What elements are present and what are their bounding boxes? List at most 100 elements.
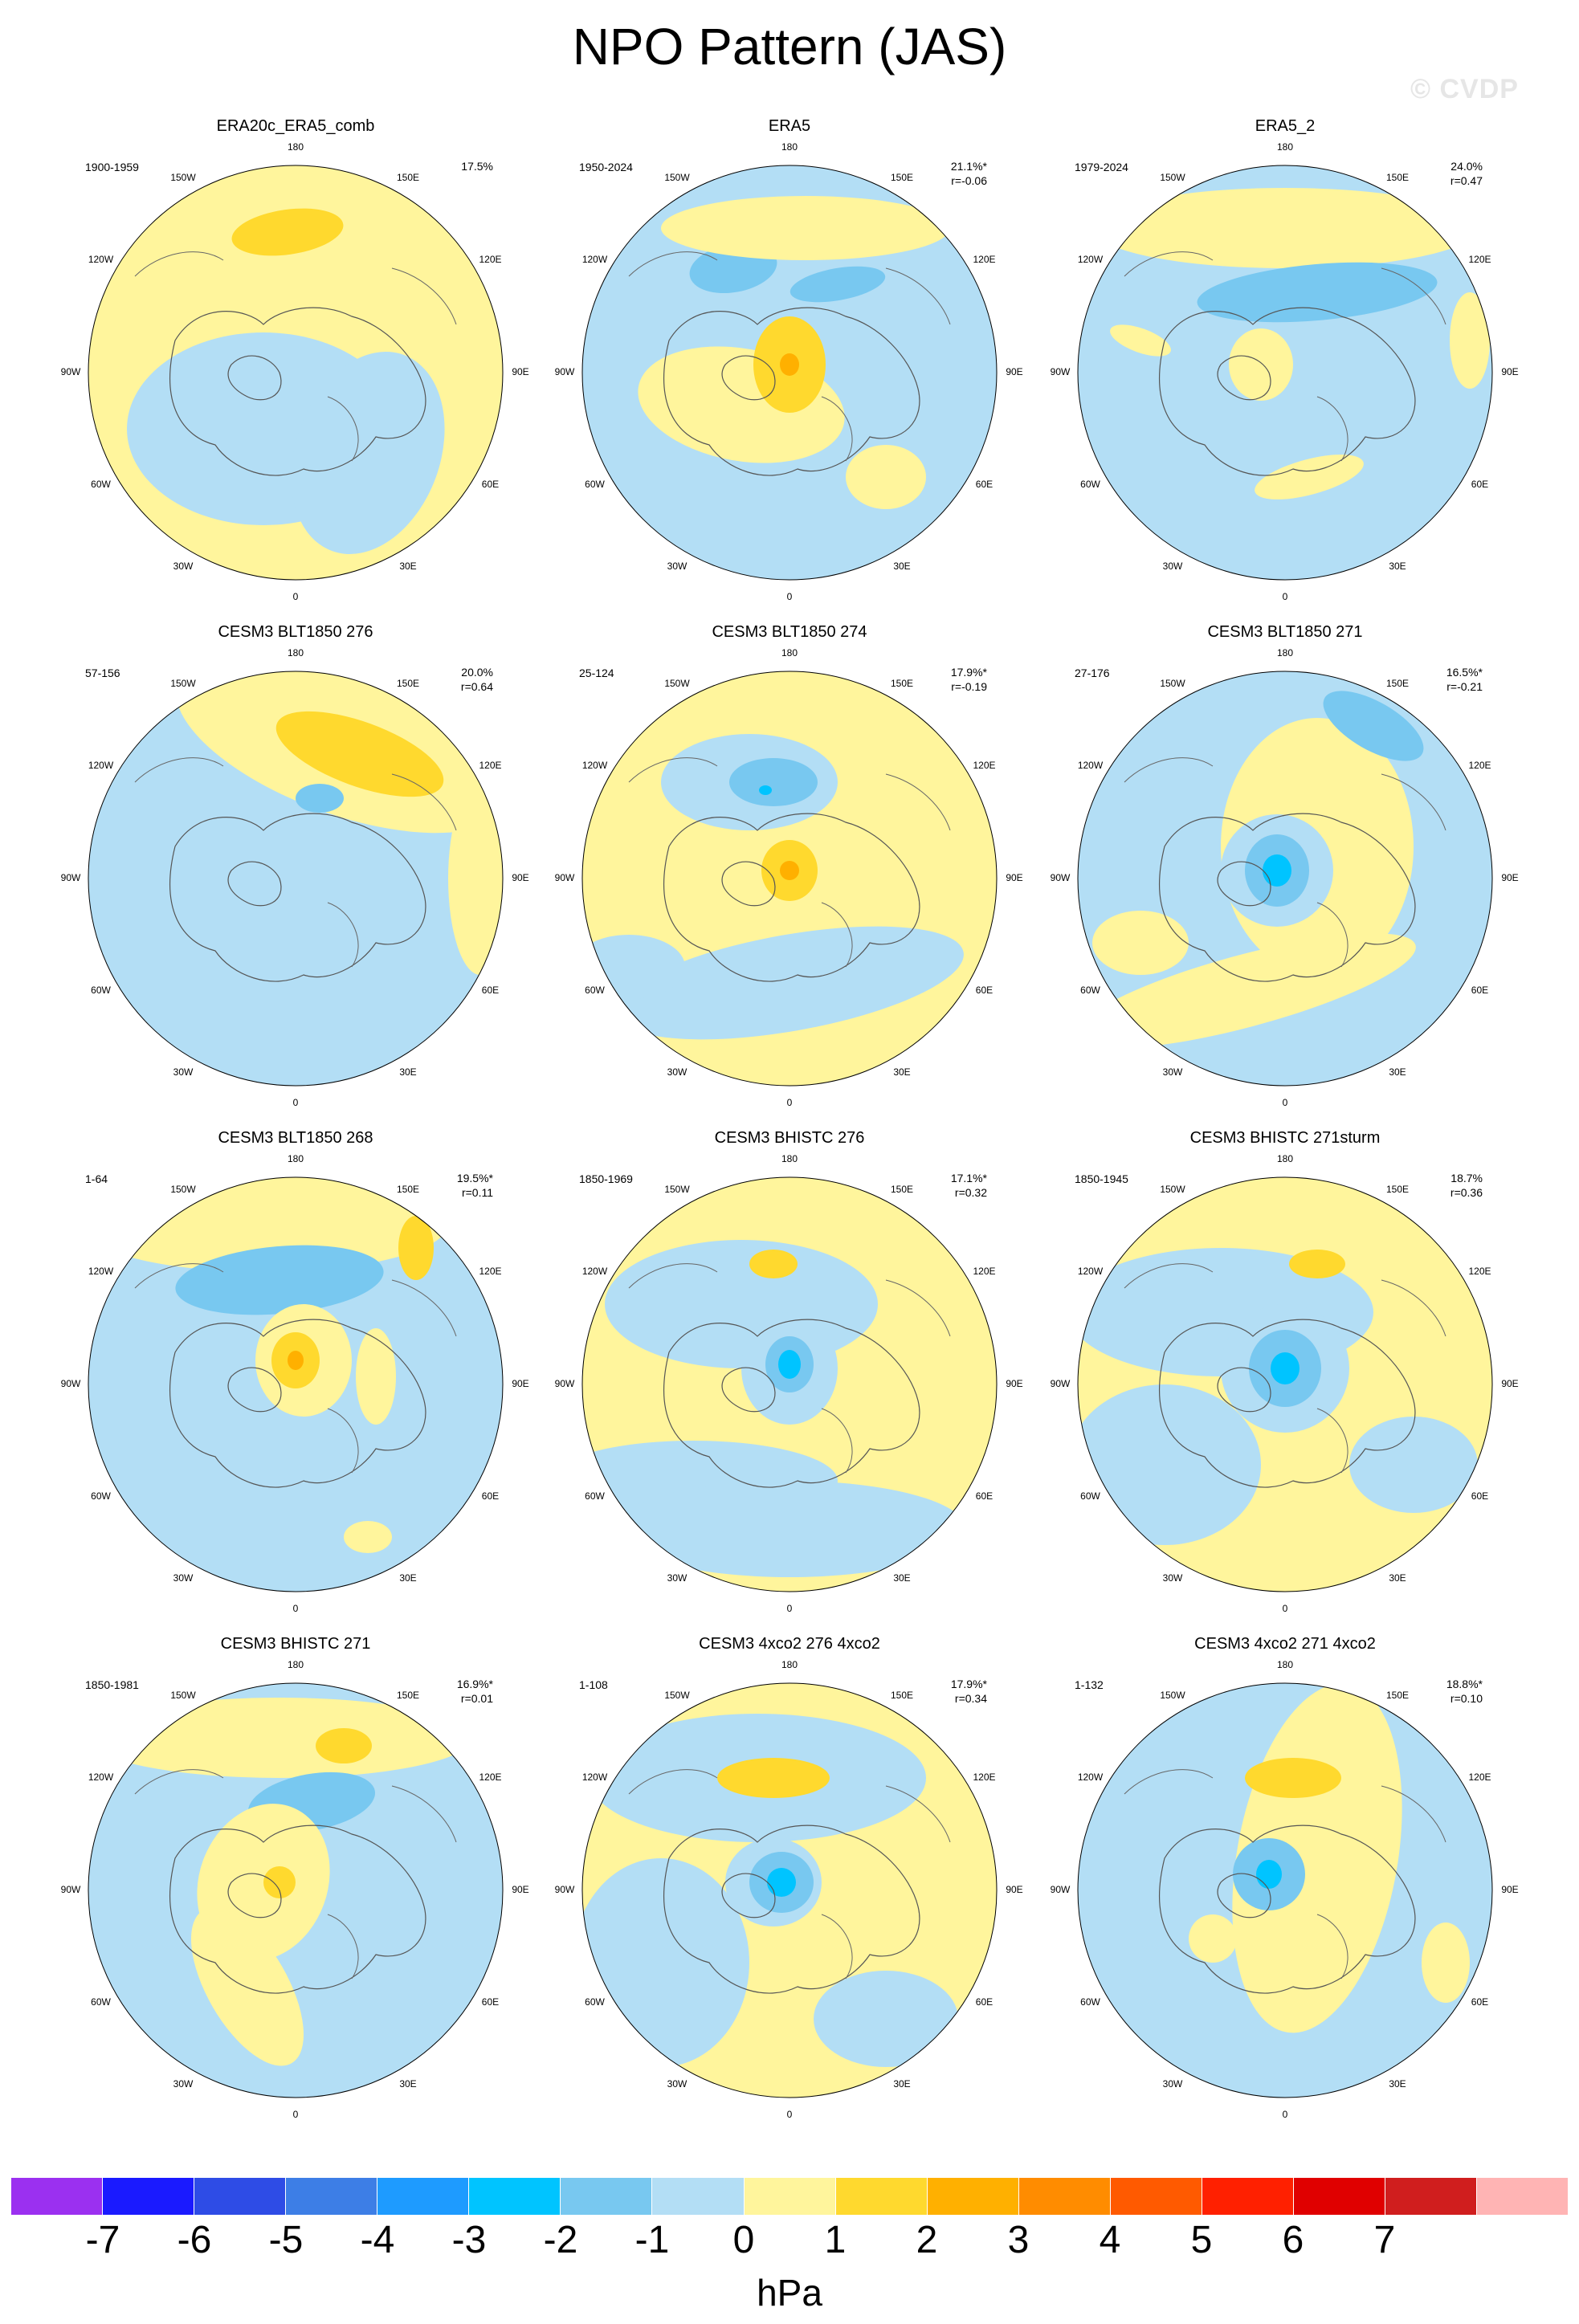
longitude-label: 60E [1471,1490,1489,1502]
anomaly-contour [1092,188,1478,268]
coastline [169,813,426,982]
coastline-detail [134,1769,457,1979]
colorbar-tick: -2 [543,2219,578,2261]
longitude-label: 120W [88,254,114,265]
longitude-label: 180 [287,141,304,153]
cvdp-watermark: © CVDP [1410,74,1519,104]
greenland-outline [227,1367,282,1413]
anomaly-contour [175,1245,384,1315]
map-border [581,1176,998,1592]
explained-variance: 20.0% [461,666,493,679]
longitude-label: 120E [973,1266,996,1277]
longitude-label: 60W [1080,985,1100,996]
anomaly-contour [344,1521,392,1553]
colorbar-segment [927,2178,1019,2215]
longitude-label: 150W [1160,1183,1185,1195]
longitude-label: 150W [664,1183,690,1195]
longitude-label: 90W [1050,1884,1071,1895]
panel-period: 1979-2024 [1075,161,1128,173]
longitude-label: 120W [1077,254,1104,265]
polar-map [1077,671,1493,1087]
colorbar-segment [1293,2178,1385,2215]
longitude-label: 0 [292,591,299,602]
map-border [1077,671,1493,1087]
longitude-label: 120E [1468,1772,1491,1783]
greenland-outline [1217,1873,1271,1918]
longitude-label: 30E [893,2078,911,2090]
coastline-detail [628,251,951,462]
coastline-detail [628,1769,951,1979]
longitude-label: 120W [581,1772,608,1783]
anomaly-contour [88,1698,472,1778]
longitude-label: 120W [1077,1266,1104,1277]
anomaly-contour [749,1250,798,1278]
pattern-correlation: r=-0.19 [951,680,987,693]
coastline-detail [1124,1769,1446,1979]
anomaly-contour [191,1907,304,2066]
longitude-label: 90E [1501,1884,1519,1895]
greenland-outline [721,355,776,401]
longitude-label: 90E [512,1884,529,1895]
pattern-correlation: r=0.64 [460,680,493,693]
colorbar-segment [1110,2178,1202,2215]
longitude-label: 90W [60,872,81,883]
panel-period: 1900-1959 [85,161,139,173]
panel-period: 25-124 [579,667,614,679]
anomaly-contour [275,711,444,797]
coastline-detail [628,1263,951,1474]
longitude-label: 0 [786,591,793,602]
panel-title: CESM3 BLT1850 274 [712,623,867,641]
colorbar-segment [1385,2178,1477,2215]
panel-title: CESM3 BHISTC 271 [220,1635,371,1653]
explained-variance: 17.9%* [950,1678,987,1690]
map-border [581,671,998,1087]
longitude-label: 30W [667,561,687,573]
anomaly-contour [729,758,818,806]
longitude-label: 30E [399,561,417,573]
polar-map [1077,165,1493,581]
longitude-label: 0 [1282,1603,1288,1614]
longitude-label: 180 [1276,1659,1294,1670]
anomaly-contour [790,266,886,303]
colorbar-segment [1477,2178,1569,2215]
coastline-detail [134,251,457,462]
explained-variance: 24.0% [1450,160,1483,173]
longitude-label: 60E [481,479,500,490]
colorbar-segment [469,2178,561,2215]
colorbar-tick: 1 [824,2219,847,2261]
greenland-outline [721,1367,776,1413]
colorbar-tick: -1 [634,2219,670,2261]
anomaly-contour [1256,1860,1282,1889]
longitude-label: 60W [1080,1996,1100,2008]
anomaly-contour [448,782,503,975]
longitude-label: 60E [975,479,994,490]
longitude-label: 120E [973,254,996,265]
longitude-label: 60E [481,1996,500,2008]
anomaly-contour [661,196,950,260]
longitude-label: 120E [479,760,502,771]
anomaly-contour [1078,1384,1261,1545]
longitude-label: 90W [1050,1378,1071,1389]
anomaly-contour [613,1481,966,1577]
anomaly-contour [1229,328,1293,401]
colorbar-segment [377,2178,470,2215]
longitude-label: 120W [581,1266,608,1277]
longitude-label: 120E [973,760,996,771]
longitude-label: 30W [173,1572,194,1584]
pattern-correlation: r=-0.06 [951,174,987,187]
longitude-label: 90E [1006,1378,1023,1389]
explained-variance: 16.5%* [1446,666,1483,679]
longitude-label: 150W [1160,677,1185,689]
explained-variance: 21.1%* [950,160,987,173]
coastline [169,1825,426,1994]
polar-map [1077,1682,1493,2098]
longitude-label: 60W [1080,1490,1100,1502]
polar-map [581,671,998,1087]
longitude-label: 150W [170,171,196,183]
panel-title: ERA5_2 [1255,117,1316,135]
longitude-label: 90W [554,872,575,883]
coastline-detail [1124,757,1446,968]
longitude-label: 60W [1080,479,1100,490]
greenland-outline [1217,861,1271,907]
longitude-label: 60W [91,479,111,490]
